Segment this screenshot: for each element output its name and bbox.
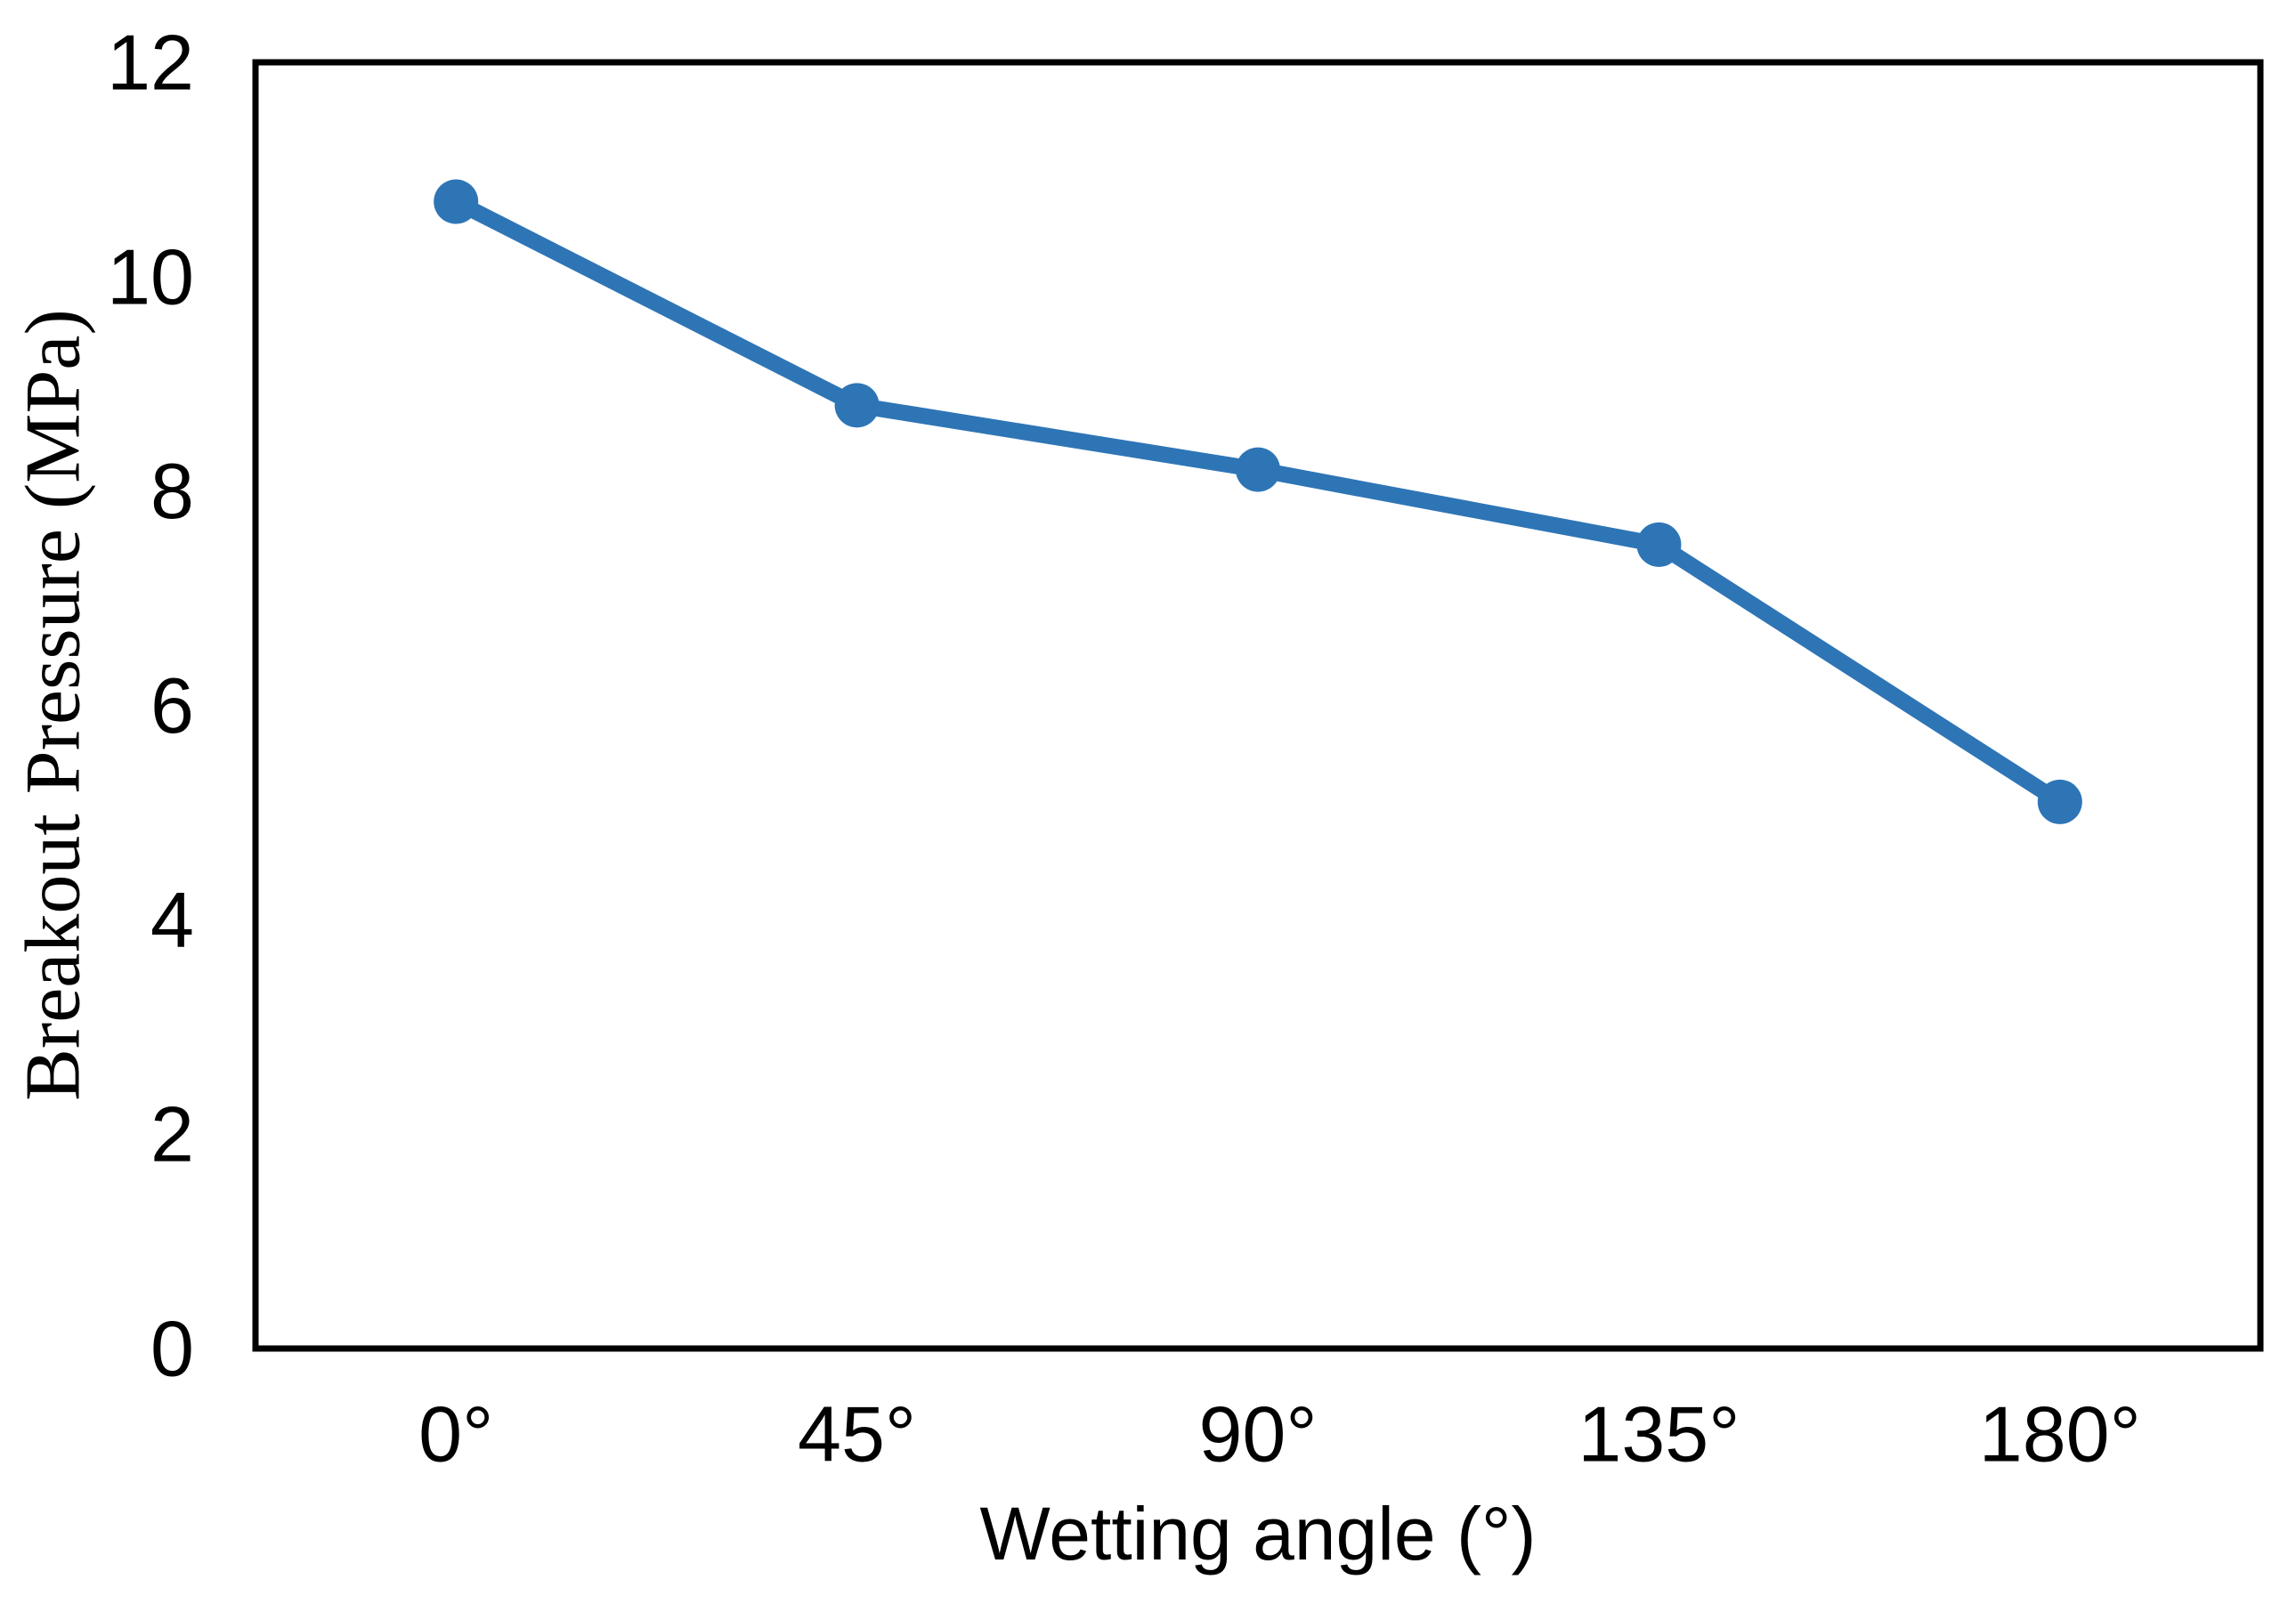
y-axis-title: Breakout Pressure (MPa)	[11, 309, 97, 1101]
data-point	[834, 383, 880, 428]
series-line	[448, 193, 2068, 810]
plot-area-border	[252, 59, 2264, 1352]
x-axis-title: Wetting angle (°)	[980, 1492, 1537, 1576]
x-tick-label: 45°	[798, 1390, 916, 1478]
x-tick-label: 180°	[1979, 1390, 2141, 1478]
y-tick-label: 12	[107, 19, 194, 107]
y-tick-label: 4	[150, 876, 194, 964]
x-tick-label: 90°	[1198, 1390, 1317, 1478]
y-tick-label: 10	[107, 232, 194, 320]
y-tick-label: 6	[150, 661, 194, 749]
y-axis-tick-labels: 0 2 4 6 8 10 12	[107, 19, 194, 1393]
data-point	[1636, 522, 1682, 567]
data-point	[434, 179, 479, 224]
y-tick-label: 8	[150, 447, 194, 535]
data-series	[434, 179, 2082, 824]
x-tick-label: 135°	[1578, 1390, 1740, 1478]
data-point	[2037, 779, 2082, 824]
y-tick-label: 2	[150, 1090, 194, 1179]
data-point	[1236, 447, 1280, 492]
x-tick-label: 0°	[418, 1390, 493, 1478]
y-tick-label: 0	[150, 1305, 194, 1393]
x-axis-tick-labels: 0° 45° 90° 135° 180°	[418, 1390, 2141, 1478]
